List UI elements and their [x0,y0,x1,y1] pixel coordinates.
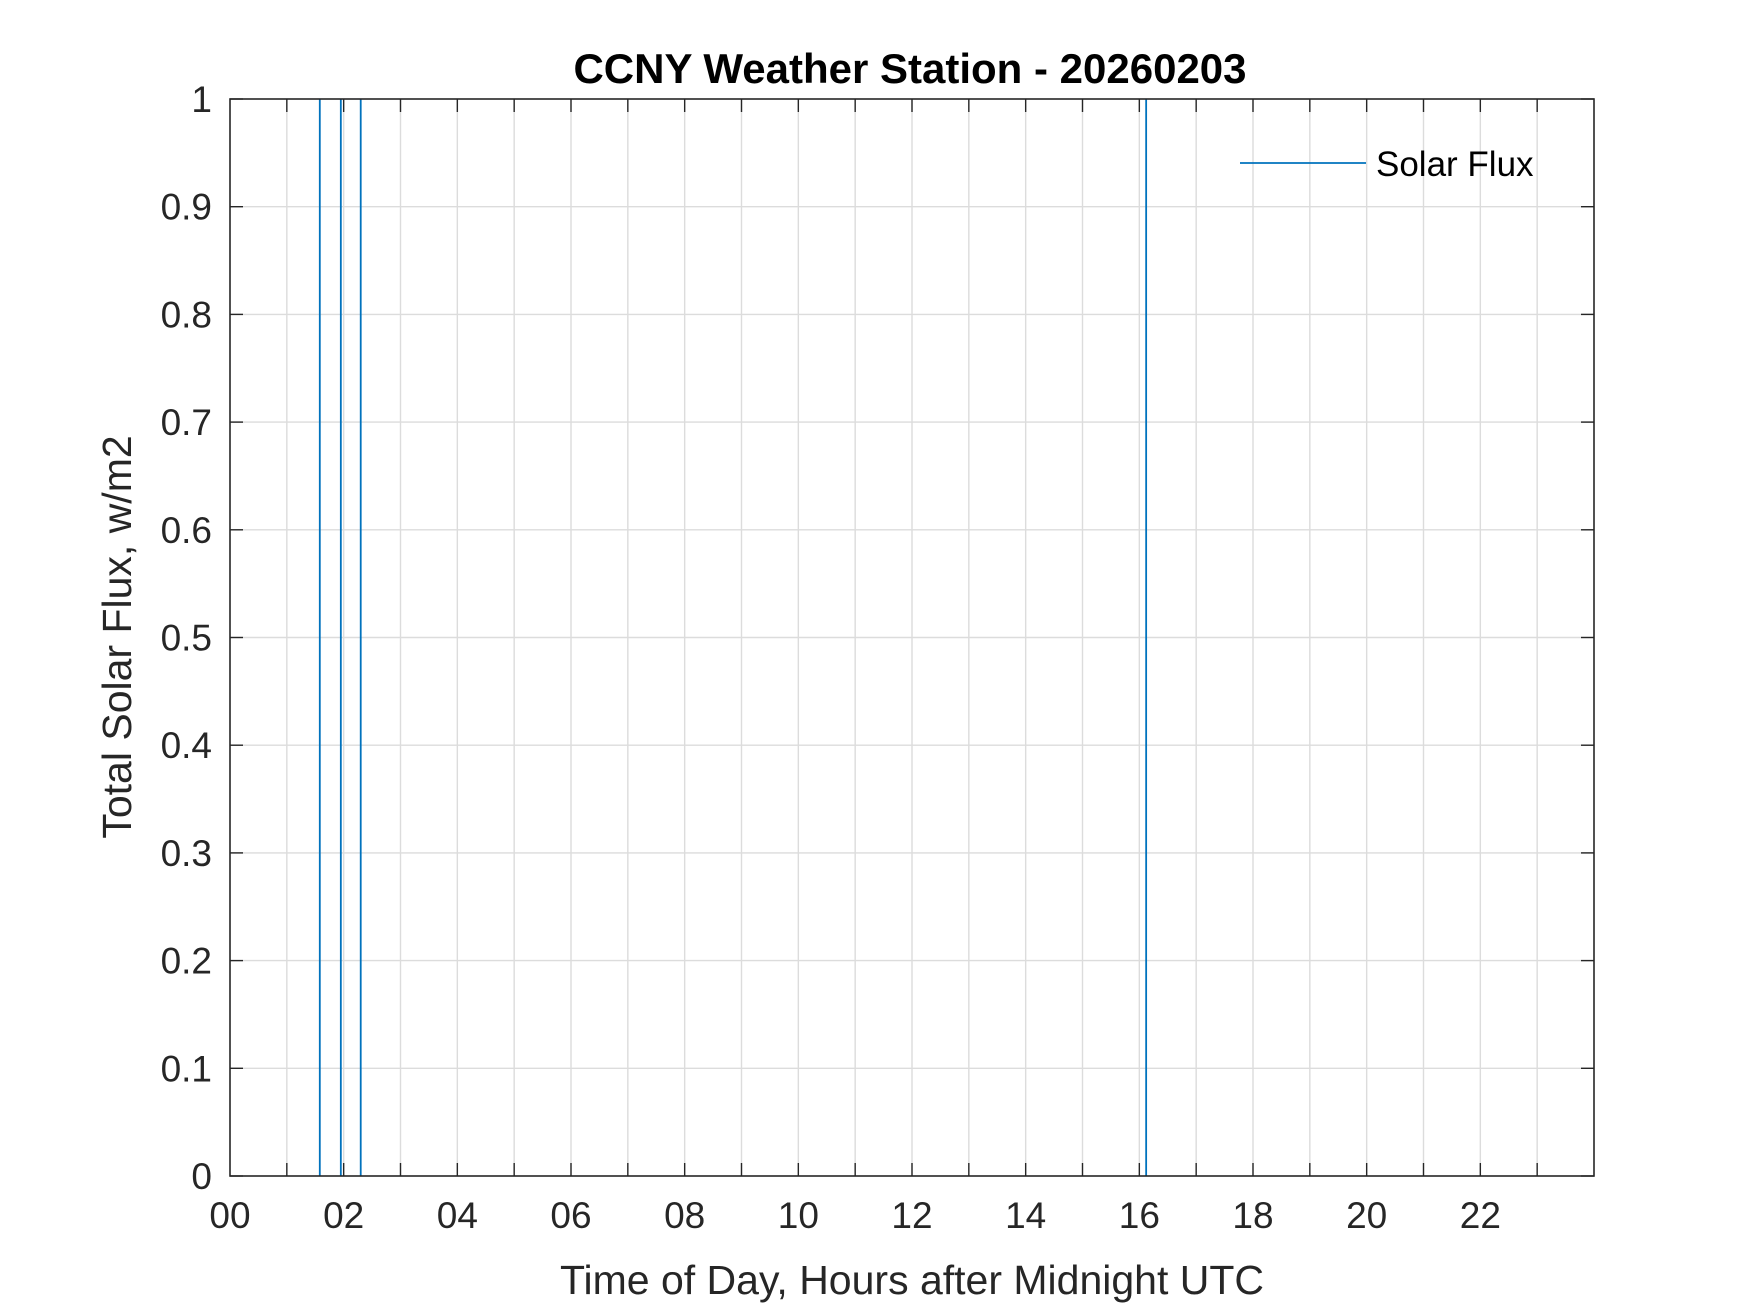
y-tick-label: 0.3 [161,833,212,874]
x-tick-label: 00 [209,1195,250,1236]
x-tick-label: 14 [1005,1195,1046,1236]
x-tick-label: 10 [778,1195,819,1236]
legend: Solar Flux [1240,145,1534,184]
x-tick-label: 22 [1460,1195,1501,1236]
x-tick-label: 06 [550,1195,591,1236]
tick-layer [230,98,1594,1177]
x-tick-label: 02 [323,1195,364,1236]
legend-label-solar-flux: Solar Flux [1376,145,1534,184]
y-axis-label: Total Solar Flux, w/m2 [94,435,140,838]
y-tick-label: 0.5 [161,618,212,659]
x-tick-label: 04 [437,1195,478,1236]
y-tick-label: 0.9 [161,187,212,228]
grid-layer [230,99,1594,1176]
y-tick-label: 1 [191,79,212,120]
x-tick-labels: 00 02 04 06 08 10 12 14 16 18 20 22 [209,1195,1500,1236]
chart-title: CCNY Weather Station - 20260203 [573,45,1246,92]
y-tick-label: 0.4 [161,725,212,766]
y-tick-labels: 0 0.1 0.2 0.3 0.4 0.5 0.6 0.7 0.8 0.9 1 [161,79,212,1197]
x-tick-label: 20 [1346,1195,1387,1236]
y-tick-label: 0.7 [161,402,212,443]
y-tick-label: 0.1 [161,1048,212,1089]
x-axis-label: Time of Day, Hours after Midnight UTC [560,1257,1264,1303]
y-tick-label: 0.2 [161,941,212,982]
y-tick-label: 0.8 [161,294,212,335]
x-tick-label: 16 [1119,1195,1160,1236]
y-tick-label: 0.6 [161,510,212,551]
x-tick-label: 18 [1232,1195,1273,1236]
x-tick-label: 08 [664,1195,705,1236]
x-tick-label: 12 [891,1195,932,1236]
y-tick-label: 0 [191,1156,212,1197]
series-layer [318,99,1148,1176]
